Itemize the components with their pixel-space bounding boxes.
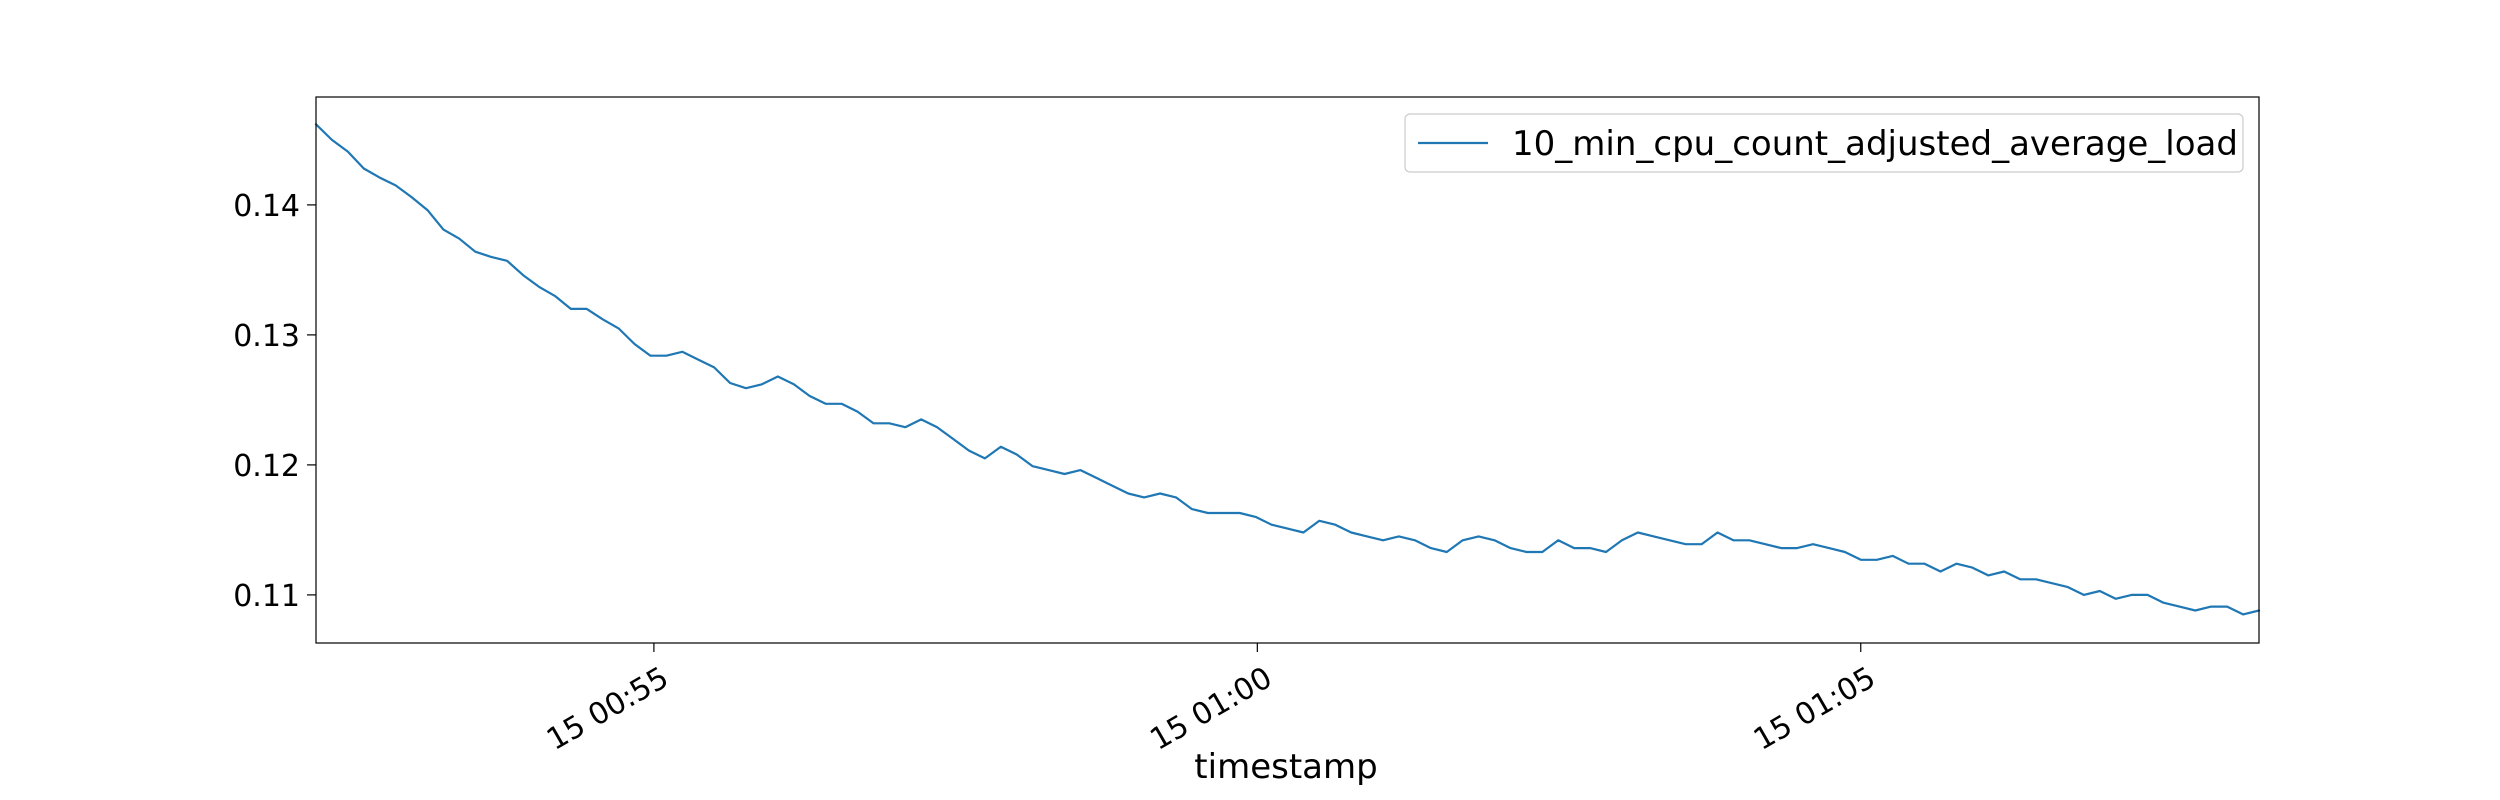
y-tick-label: 0.12 <box>233 449 300 484</box>
series-line-0 <box>314 123 2261 616</box>
y-axis: 0.11 0.12 0.13 0.14 <box>233 189 316 614</box>
plot-frame <box>315 96 2260 644</box>
series-layer <box>314 123 2261 616</box>
x-axis-label: timestamp <box>1194 747 1377 787</box>
y-tick-label: 0.13 <box>233 319 300 354</box>
legend-entry: 10_min_cpu_count_adjusted_average_load <box>1512 124 2238 164</box>
y-tick-label: 0.14 <box>233 189 300 224</box>
legend: 10_min_cpu_count_adjusted_average_load <box>1404 113 2244 173</box>
plot-area <box>316 97 2259 643</box>
legend-box <box>1404 113 2244 173</box>
y-tick-label: 0.11 <box>233 579 300 614</box>
